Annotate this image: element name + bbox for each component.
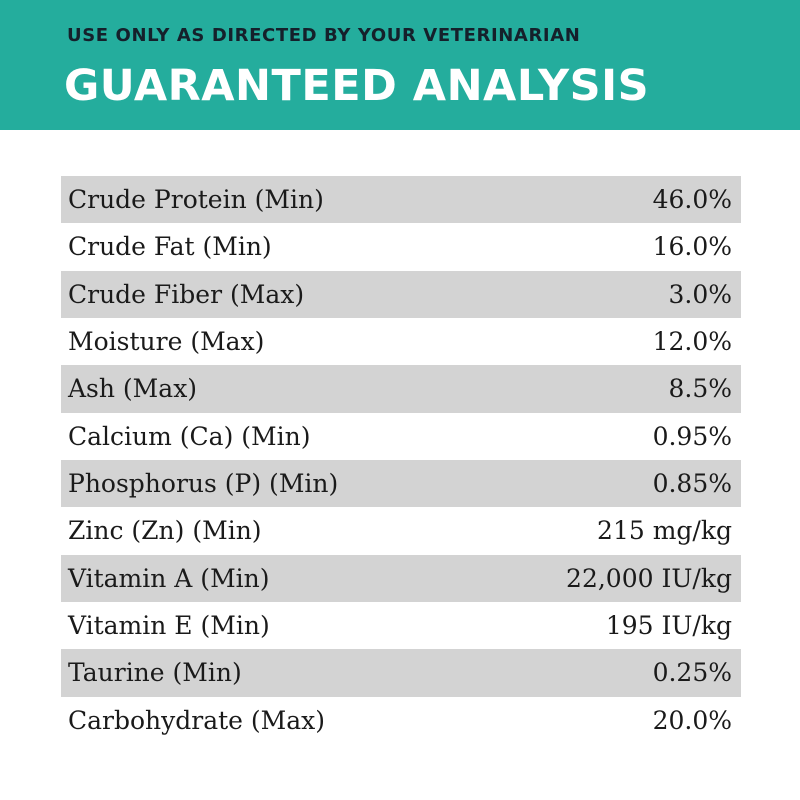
nutrient-label: Phosphorus (P) (Min) bbox=[68, 469, 339, 499]
nutrient-label: Crude Fat (Min) bbox=[68, 232, 272, 262]
nutrient-label: Crude Protein (Min) bbox=[68, 185, 324, 215]
table-row: Vitamin A (Min) 22,000 IU/kg bbox=[61, 554, 741, 602]
table-row: Taurine (Min) 0.25% bbox=[61, 649, 741, 697]
table-row: Zinc (Zn) (Min) 215 mg/kg bbox=[61, 507, 741, 554]
page-title: GUARANTEED ANALYSIS bbox=[64, 61, 650, 111]
nutrient-value: 3.0% bbox=[668, 279, 732, 309]
nutrient-label: Crude Fiber (Max) bbox=[68, 279, 305, 309]
nutrient-value: 195 IU/kg bbox=[605, 611, 732, 641]
nutrient-value: 215 mg/kg bbox=[597, 516, 732, 546]
table-row: Vitamin E (Min) 195 IU/kg bbox=[61, 602, 741, 649]
nutrient-value: 0.95% bbox=[652, 421, 732, 451]
nutrient-value: 22,000 IU/kg bbox=[566, 563, 732, 593]
header-subtitle: USE ONLY AS DIRECTED BY YOUR VETERINARIA… bbox=[67, 25, 581, 46]
nutrient-label: Zinc (Zn) (Min) bbox=[68, 516, 262, 546]
table-row: Crude Fiber (Max) 3.0% bbox=[61, 270, 741, 318]
table-row: Crude Fat (Min) 16.0% bbox=[61, 223, 741, 270]
nutrient-value: 0.25% bbox=[652, 658, 732, 688]
nutrient-label: Ash (Max) bbox=[68, 374, 198, 404]
table-row: Phosphorus (P) (Min) 0.85% bbox=[61, 459, 741, 508]
table-row: Crude Protein (Min) 46.0% bbox=[61, 176, 741, 224]
table-row: Ash (Max) 8.5% bbox=[61, 365, 741, 413]
nutrient-value: 12.0% bbox=[652, 327, 732, 357]
nutrient-value: 46.0% bbox=[652, 185, 732, 215]
nutrient-value: 8.5% bbox=[668, 374, 732, 404]
nutrient-value: 0.85% bbox=[652, 469, 732, 499]
nutrient-label: Vitamin E (Min) bbox=[68, 611, 270, 641]
nutrient-label: Calcium (Ca) (Min) bbox=[68, 421, 311, 451]
nutrient-value: 16.0% bbox=[652, 232, 732, 262]
nutrient-label: Taurine (Min) bbox=[68, 658, 242, 688]
nutrient-label: Moisture (Max) bbox=[68, 327, 265, 357]
nutrient-label: Carbohydrate (Max) bbox=[68, 705, 326, 735]
nutrient-value: 20.0% bbox=[652, 705, 732, 735]
guaranteed-analysis-table: Crude Protein (Min) 46.0% Crude Fat (Min… bbox=[61, 176, 741, 744]
table-row: Moisture (Max) 12.0% bbox=[61, 318, 741, 365]
table-row: Calcium (Ca) (Min) 0.95% bbox=[61, 413, 741, 460]
header-banner: USE ONLY AS DIRECTED BY YOUR VETERINARIA… bbox=[0, 0, 800, 130]
nutrient-label: Vitamin A (Min) bbox=[68, 563, 270, 593]
table-row: Carbohydrate (Max) 20.0% bbox=[61, 697, 741, 744]
